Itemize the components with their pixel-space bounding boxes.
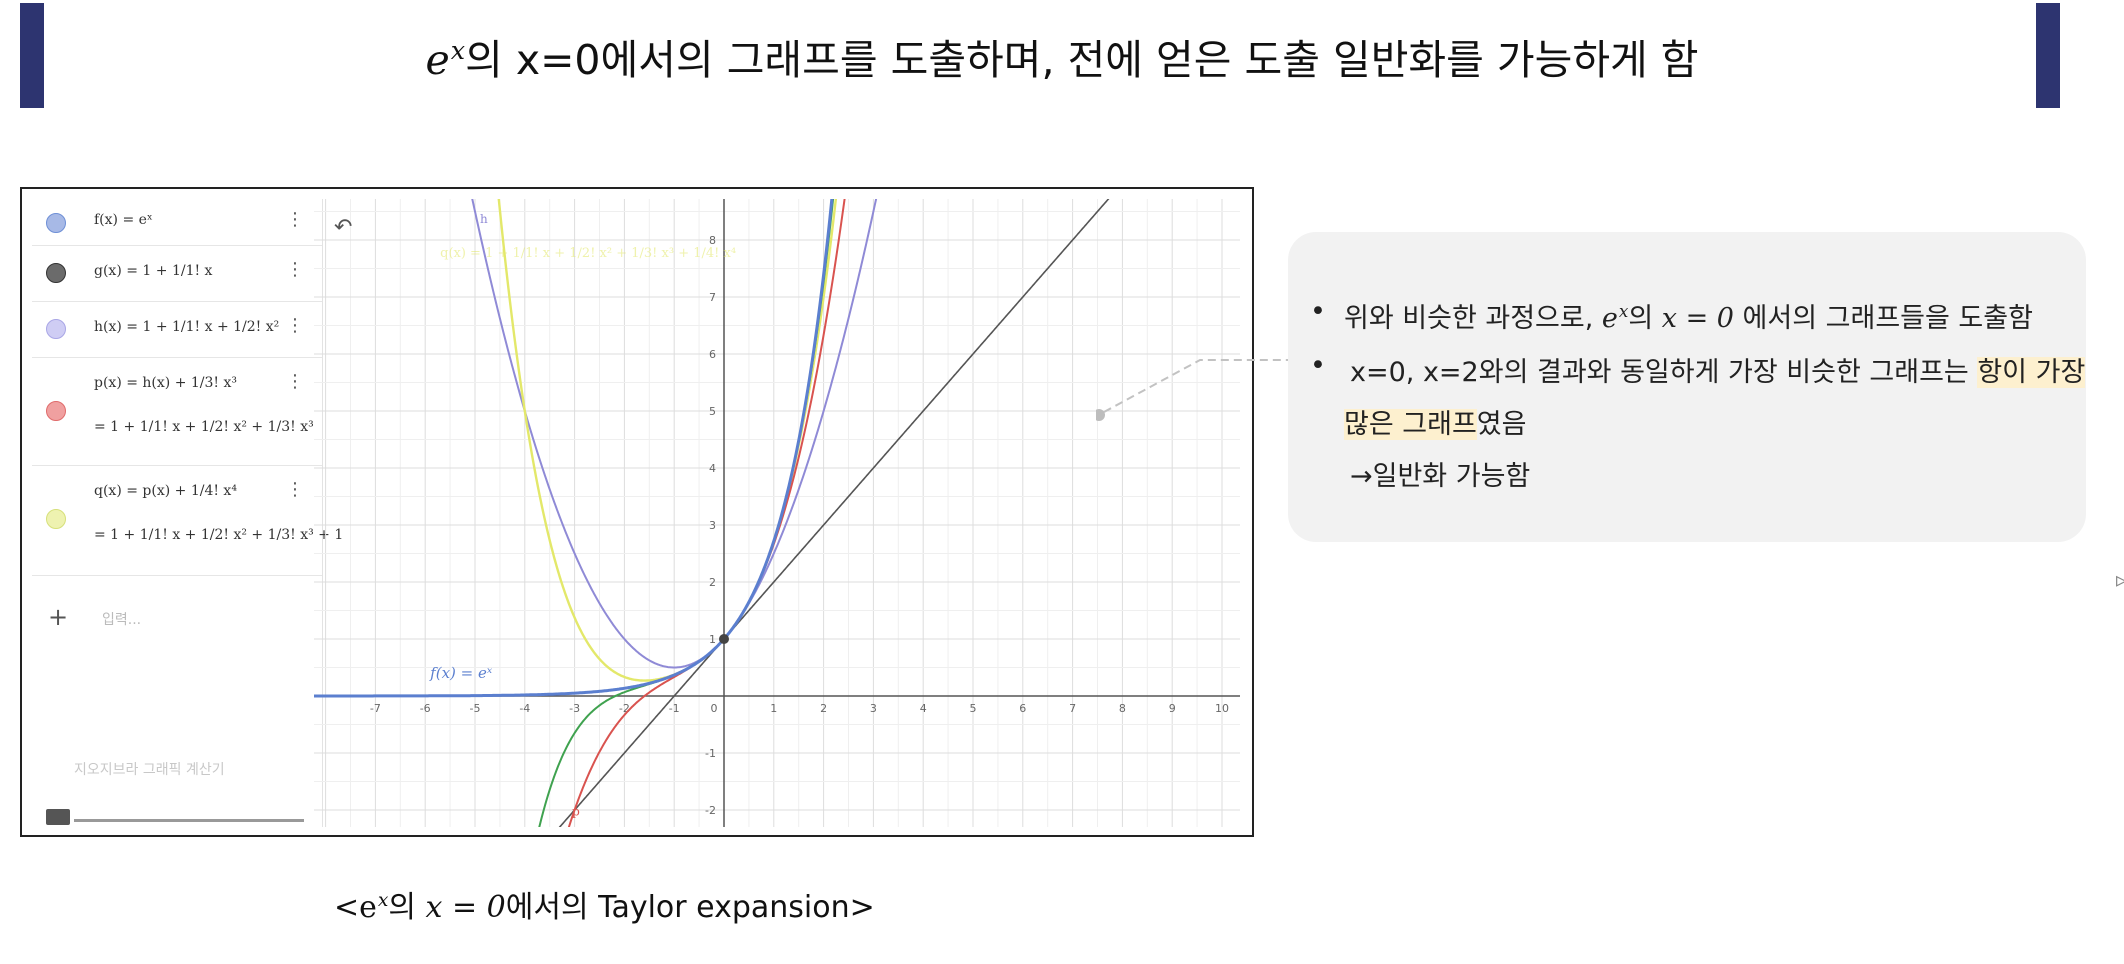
x-tick-label: -6 <box>420 702 431 715</box>
scrollbar[interactable] <box>74 819 304 822</box>
y-tick-label: 7 <box>709 291 716 304</box>
color-dot-icon[interactable] <box>46 319 66 339</box>
x-tick-label: 8 <box>1119 702 1126 715</box>
note-line-2: x=0, x=2와의 결과와 동일하게 가장 비슷한 그래프는 항이 가장 <box>1350 350 2086 389</box>
left-accent-bar <box>20 3 44 108</box>
note-1-post: 에서의 그래프들을 도출함 <box>1733 303 2033 334</box>
add-input-icon[interactable]: + <box>48 603 69 631</box>
color-dot-icon[interactable] <box>46 263 66 283</box>
note-2-tail: 였음 <box>1476 409 1527 440</box>
color-dot-icon[interactable] <box>46 213 66 233</box>
expr-p-expanded: = 1 + 1/1! x + 1/2! x² + 1/3! x³ <box>94 419 314 435</box>
x-tick-label: 10 <box>1215 702 1229 715</box>
slide-title: ex의 x=0에서의 그래프를 도출하며, 전에 얻은 도출 일반화를 가능하게… <box>0 26 2124 86</box>
q-curve-label: q(x) = 1 + 1/1! x + 1/2! x² + 1/3! x³ + … <box>440 246 736 261</box>
caption-open: <e <box>334 890 377 925</box>
x-tick-label: -5 <box>470 702 481 715</box>
note-line-1: 위와 비슷한 과정으로, ex의 x = 0 에서의 그래프들을 도출함 <box>1344 296 2033 335</box>
title-exponent: x <box>450 34 466 65</box>
kebab-menu-icon[interactable]: ⋮ <box>286 259 304 280</box>
note-1-mid: 의 <box>1628 303 1662 334</box>
figure-caption: <ex의 x = 0에서의 Taylor expansion> <box>334 882 875 926</box>
geogebra-brand: 지오지브라 그래픽 계산기 <box>74 762 225 778</box>
note-2-text: x=0, x=2와의 결과와 동일하게 가장 비슷한 그래프는 <box>1350 357 1978 388</box>
note-line-3: →일반화 가능함 <box>1350 461 1531 492</box>
y-tick-label: 3 <box>709 519 716 532</box>
curve-p <box>567 199 846 827</box>
curve-g <box>558 199 1110 827</box>
y-tick-label: -2 <box>705 804 716 817</box>
note-panel <box>1288 232 2086 542</box>
algebra-input[interactable]: 입력... <box>102 612 142 628</box>
expr-f: f(x) = eˣ <box>94 212 153 228</box>
x-tick-label: 0 <box>711 702 718 715</box>
cursor-icon: ▹ <box>2116 568 2124 593</box>
y-tick-label: 8 <box>709 234 716 247</box>
undo-icon[interactable]: ↶ <box>334 215 352 240</box>
expr-g: g(x) = 1 + 1/1! x <box>94 263 213 279</box>
note-1-exponent: x <box>1618 300 1629 321</box>
kebab-menu-icon[interactable]: ⋮ <box>286 315 304 336</box>
curve-h <box>471 199 878 669</box>
x-tick-label: 2 <box>820 702 827 715</box>
bullet-1: • <box>1310 296 1326 327</box>
caption-exponent: x <box>377 889 389 911</box>
x-tick-label: 3 <box>870 702 877 715</box>
note-1-pre: 위와 비슷한 과정으로, <box>1344 303 1602 334</box>
f-curve-label: f(x) = eˣ <box>429 664 493 682</box>
p-curve-label: p <box>572 805 580 819</box>
x-tick-label: -2 <box>619 702 630 715</box>
algebra-row-h[interactable]: h(x) = 1 + 1/1! x + 1/2! x² ⋮ <box>32 301 322 358</box>
note-2-highlight-2: 많은 그래프 <box>1344 409 1477 440</box>
note-1-math: x = 0 <box>1661 303 1734 334</box>
geogebra-screenshot: f(x) = eˣ ⋮ g(x) = 1 + 1/1! x ⋮ h(x) = 1… <box>20 187 1254 837</box>
x-tick-label: -7 <box>370 702 381 715</box>
note-line-2b: 많은 그래프였음 <box>1344 402 1526 441</box>
keyboard-icon[interactable] <box>46 809 70 825</box>
y-tick-label: 2 <box>709 576 716 589</box>
h-curve-label: h <box>480 212 488 226</box>
title-text: 의 x=0에서의 그래프를 도출하며, 전에 얻은 도출 일반화를 가능하게 함 <box>465 36 1699 84</box>
point-marker <box>719 634 729 644</box>
expr-q-expanded: = 1 + 1/1! x + 1/2! x² + 1/3! x³ + 1 <box>94 527 344 543</box>
x-tick-label: 4 <box>920 702 927 715</box>
title-e: e <box>425 36 450 84</box>
algebra-row-g[interactable]: g(x) = 1 + 1/1! x ⋮ <box>32 245 322 302</box>
x-tick-label: -4 <box>519 702 530 715</box>
x-tick-label: 7 <box>1069 702 1076 715</box>
y-tick-label: 4 <box>709 462 716 475</box>
note-2-highlight-1: 항이 가장 <box>1977 357 2086 388</box>
bullet-2: • <box>1310 350 1326 381</box>
algebra-row-p[interactable]: p(x) = h(x) + 1/3! x³ = 1 + 1/1! x + 1/2… <box>32 357 322 466</box>
algebra-row-f[interactable]: f(x) = eˣ ⋮ <box>32 199 322 246</box>
color-dot-icon[interactable] <box>46 401 66 421</box>
kebab-menu-icon[interactable]: ⋮ <box>286 371 304 392</box>
y-tick-label: -1 <box>705 747 716 760</box>
kebab-menu-icon[interactable]: ⋮ <box>286 479 304 500</box>
graph-canvas[interactable]: -7 -6 -5 -4 -3 -2 -1 0 1 2 3 4 5 6 7 8 9 10 8 7 6 5 4 3 2 1 -1 -2 f(… <box>314 199 1240 827</box>
expr-q: q(x) = p(x) + 1/4! x⁴ <box>94 483 237 499</box>
color-dot-icon[interactable] <box>46 509 66 529</box>
x-tick-label: 5 <box>970 702 977 715</box>
note-1-e: e <box>1601 303 1618 334</box>
curve-f <box>314 199 834 698</box>
right-accent-bar <box>2036 3 2060 108</box>
expr-h: h(x) = 1 + 1/1! x + 1/2! x² <box>94 319 280 335</box>
x-tick-label: 9 <box>1169 702 1176 715</box>
caption-math: x = 0 <box>425 890 506 925</box>
callout-connector <box>1096 359 1288 421</box>
caption-rest: 에서의 Taylor expansion> <box>505 890 875 925</box>
x-tick-label: -3 <box>569 702 580 715</box>
y-tick-label: 5 <box>709 405 716 418</box>
y-tick-label: 6 <box>709 348 716 361</box>
caption-mid: 의 <box>388 890 426 925</box>
x-tick-label: -1 <box>669 702 680 715</box>
algebra-row-q[interactable]: q(x) = p(x) + 1/4! x⁴ = 1 + 1/1! x + 1/2… <box>32 465 343 576</box>
kebab-menu-icon[interactable]: ⋮ <box>286 209 304 230</box>
x-tick-label: 1 <box>770 702 777 715</box>
algebra-panel: f(x) = eˣ ⋮ g(x) = 1 + 1/1! x ⋮ h(x) = 1… <box>32 199 343 827</box>
x-tick-label: 6 <box>1019 702 1026 715</box>
y-tick-label: 1 <box>709 633 716 646</box>
expr-p: p(x) = h(x) + 1/3! x³ <box>94 375 237 391</box>
